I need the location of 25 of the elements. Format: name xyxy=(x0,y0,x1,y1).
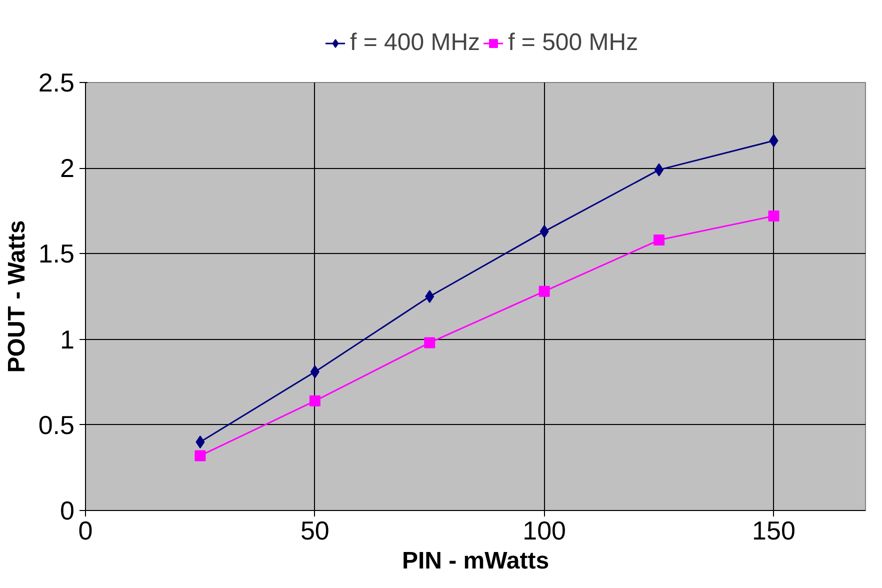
point xyxy=(654,234,665,246)
x-tick-label: 100 xyxy=(522,516,566,546)
legend-label: f = 500 MHz xyxy=(508,29,638,57)
point xyxy=(654,163,664,176)
point xyxy=(194,450,206,462)
legend-label: f = 400 MHz xyxy=(350,29,480,57)
x-tick-label: 50 xyxy=(300,516,330,546)
y-tick-label: 2 xyxy=(60,153,75,184)
point xyxy=(540,224,549,238)
x-axis-title: PIN - mWatts xyxy=(402,548,550,574)
point xyxy=(196,436,205,449)
point xyxy=(310,365,320,378)
point xyxy=(309,395,320,406)
point xyxy=(425,290,434,303)
y-tick-label: 0 xyxy=(60,496,75,526)
x-tick-label: 150 xyxy=(752,516,796,546)
y-tick-label: 1.5 xyxy=(38,238,75,269)
point xyxy=(538,286,550,297)
y-tick-label: 2.5 xyxy=(38,68,75,98)
y-tick-label: 1 xyxy=(60,324,75,354)
point xyxy=(768,210,780,222)
y-tick-label: 0.5 xyxy=(38,410,75,440)
point xyxy=(769,134,778,148)
y-axis-title: POUT - Watts xyxy=(3,220,30,373)
point xyxy=(424,337,436,348)
